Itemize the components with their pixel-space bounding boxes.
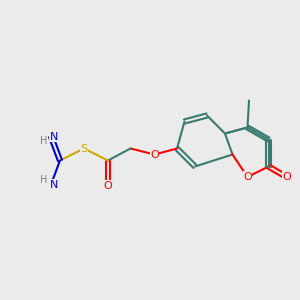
Text: N: N — [50, 131, 58, 142]
Text: O: O — [243, 172, 252, 182]
Text: H: H — [40, 175, 47, 185]
Text: O: O — [282, 172, 291, 182]
Text: O: O — [150, 149, 159, 160]
Text: H: H — [40, 136, 47, 146]
Text: N: N — [50, 179, 58, 190]
Text: S: S — [80, 143, 88, 154]
Text: O: O — [103, 181, 112, 191]
